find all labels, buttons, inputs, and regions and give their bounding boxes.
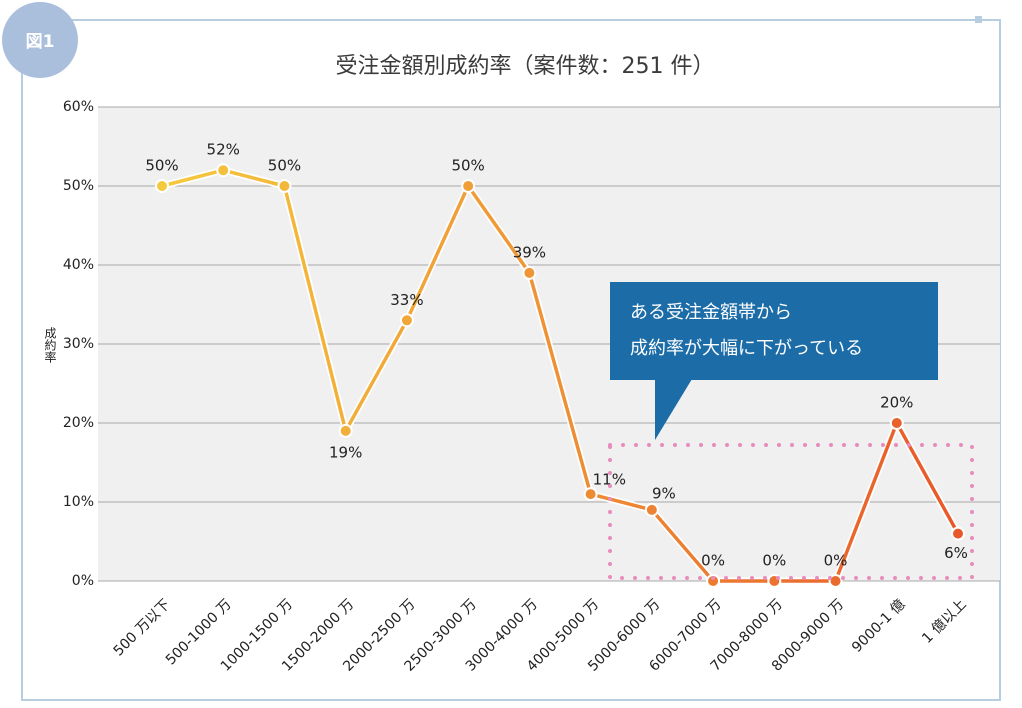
callout-text: ある受注金額帯から [630, 302, 792, 323]
y-tick-label: 0% [72, 573, 94, 589]
data-label: 0% [701, 552, 725, 570]
callout-text: 成約率が大幅に下がっている [630, 338, 863, 359]
data-label: 39% [513, 243, 546, 261]
y-tick-label: 40% [63, 257, 94, 273]
callout-box [610, 282, 938, 380]
x-tick-label: 1 億以上 [919, 596, 969, 646]
data-point [277, 179, 292, 193]
highlight-box [608, 443, 974, 580]
data-label: 11% [593, 471, 626, 489]
y-tick-label: 60% [63, 99, 94, 115]
data-label: 20% [880, 394, 913, 412]
y-tick-label: 10% [63, 494, 94, 510]
y-tick-label: 20% [63, 415, 94, 431]
figure-label: 図1 [26, 32, 55, 52]
series-line [161, 168, 960, 583]
data-point [644, 502, 659, 517]
data-label: 0% [762, 552, 786, 570]
data-point [461, 179, 476, 193]
data-point [889, 416, 904, 430]
data-point [338, 423, 353, 438]
x-tick-label: 9000-1 億 [849, 596, 908, 655]
x-tick-label: 500 万以下 [111, 596, 174, 659]
y-tick-label: 30% [63, 336, 94, 352]
data-label: 52% [207, 141, 240, 159]
data-point [216, 163, 231, 178]
data-point [522, 265, 537, 280]
data-label: 19% [329, 443, 362, 461]
data-point [583, 487, 598, 502]
data-label: 33% [390, 291, 423, 309]
data-label: 50% [268, 157, 301, 175]
data-label: 0% [824, 552, 848, 570]
chart-title: 受注金額別成約率（案件数：251 件） [336, 54, 715, 79]
y-tick-label: 50% [63, 178, 94, 194]
data-point [706, 574, 721, 588]
data-point [951, 526, 965, 541]
data-label: 50% [451, 157, 484, 175]
callout-pointer [655, 379, 692, 440]
data-point [399, 313, 414, 328]
data-label: 6% [944, 544, 968, 562]
frame-corner [975, 16, 982, 23]
y-axis-label: 成約率 [43, 327, 57, 363]
data-label: 9% [652, 484, 676, 502]
data-point [828, 574, 843, 588]
data-label: 50% [145, 157, 178, 175]
figure-badge [2, 2, 78, 78]
data-point [155, 179, 169, 193]
